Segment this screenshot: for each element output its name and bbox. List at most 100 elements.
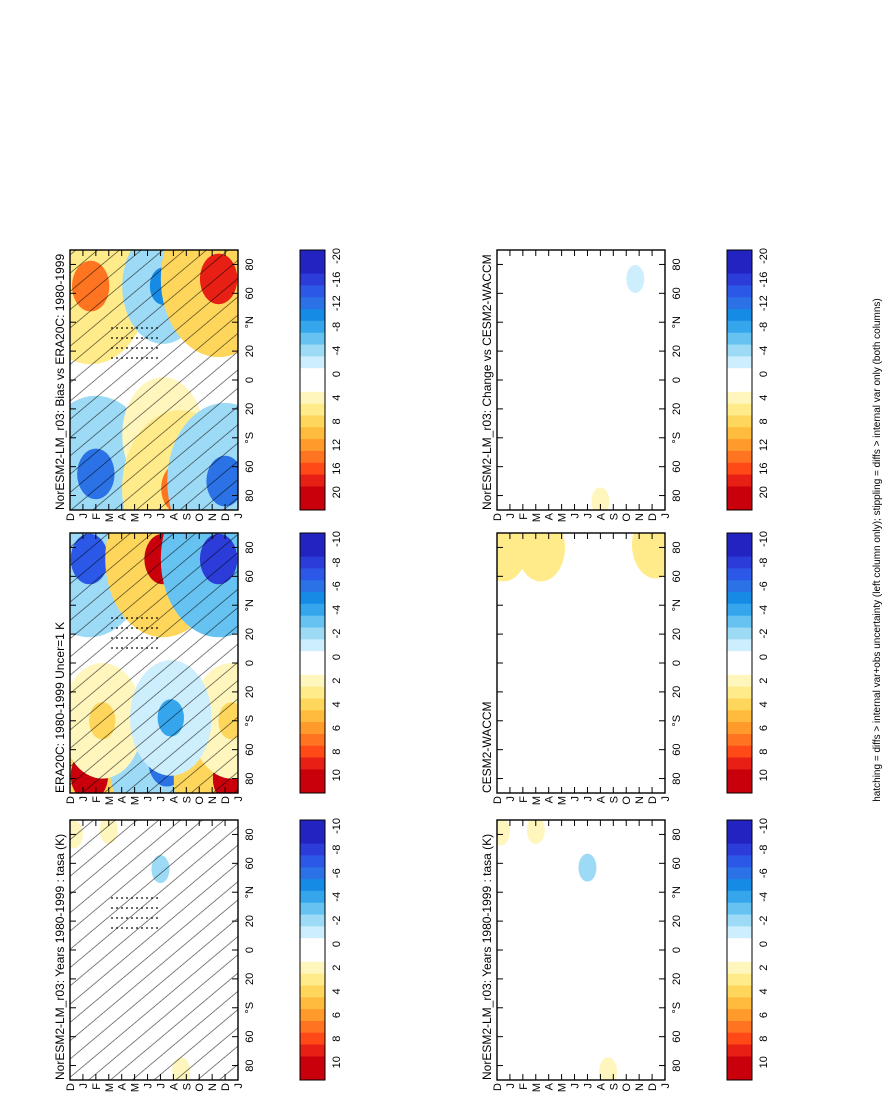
month-tick-label: S xyxy=(608,513,620,520)
colorbar-label: -6 xyxy=(331,581,343,591)
month-tick-label: J xyxy=(155,1083,167,1089)
colorbar-label: 16 xyxy=(758,463,770,475)
colorbar-swatch xyxy=(300,474,325,487)
colorbar-swatch xyxy=(727,745,752,758)
colorbar-swatch xyxy=(727,961,752,974)
colorbar-swatch xyxy=(727,733,752,746)
lat-tick-label: 0 xyxy=(244,377,256,383)
colorbar-label: 10 xyxy=(331,1056,343,1068)
month-tick-label: M xyxy=(557,796,569,805)
colorbar-swatch xyxy=(300,902,325,915)
data-feature-core xyxy=(582,859,593,876)
lat-tick-label: 60 xyxy=(244,1031,256,1043)
colorbar-swatch xyxy=(300,332,325,345)
colorbar-label: -10 xyxy=(758,818,770,834)
colorbar-label: 6 xyxy=(331,725,343,731)
colorbar-swatch xyxy=(727,615,752,628)
lat-tick-label: 60 xyxy=(671,1031,683,1043)
lat-tick-label: 60 xyxy=(671,287,683,299)
colorbar-swatch xyxy=(727,914,752,927)
colorbar-label: 8 xyxy=(758,418,770,424)
month-tick-label: D xyxy=(492,796,504,804)
colorbar-label: 0 xyxy=(758,941,770,947)
colorbar-label: 6 xyxy=(331,1012,343,1018)
colorbar-swatch xyxy=(727,757,752,770)
colorbar-swatch xyxy=(300,438,325,451)
colorbar-label: 8 xyxy=(331,1036,343,1042)
colorbar-frame xyxy=(299,532,326,794)
lat-tick-label: 20 xyxy=(671,686,683,698)
month-tick-label: N xyxy=(207,1083,219,1091)
colorbar-swatch xyxy=(300,757,325,770)
colorbar-swatch xyxy=(300,843,325,856)
colorbar-swatch xyxy=(300,914,325,927)
colorbar-swatch xyxy=(727,391,752,404)
data-feature-core xyxy=(497,823,506,840)
colorbar-swatch xyxy=(300,261,325,274)
colorbar-label: 6 xyxy=(758,725,770,731)
colorbar-swatch xyxy=(300,937,325,950)
colorbar-label: -2 xyxy=(331,629,343,639)
month-tick-label: M xyxy=(130,796,142,805)
colorbar-label: -4 xyxy=(331,605,343,615)
colorbar-swatch xyxy=(727,855,752,868)
colorbar-swatch xyxy=(300,878,325,891)
colorbar-swatch xyxy=(300,674,325,687)
colorbar-swatch xyxy=(300,686,325,699)
month-tick-label: N xyxy=(207,513,219,521)
data-feature-core xyxy=(497,533,517,567)
lat-tick-label: 60 xyxy=(671,744,683,756)
month-tick-label: D xyxy=(647,1083,659,1091)
month-tick-label: A xyxy=(544,795,556,803)
panel-title: ERA20C: 1980-1999 Uncer=1 K xyxy=(53,622,67,793)
month-tick-label: F xyxy=(518,513,530,520)
colorbar-swatch xyxy=(300,556,325,569)
colorbar-swatch xyxy=(300,698,325,711)
colorbar-swatch xyxy=(727,474,752,487)
colorbar-swatch xyxy=(300,831,325,844)
panel-title: NorESM2-LM_r03: Years 1980-1999 : tasa (… xyxy=(480,834,494,1080)
colorbar-swatch xyxy=(727,591,752,604)
colorbar-label: 4 xyxy=(758,701,770,707)
lat-tick-label: 80 xyxy=(671,1059,683,1071)
colorbar-label: -8 xyxy=(758,558,770,568)
colorbar-swatch xyxy=(300,866,325,880)
colorbar-label: 2 xyxy=(331,965,343,971)
colorbar-swatch xyxy=(300,1020,325,1033)
colorbar-label: 0 xyxy=(331,371,343,377)
panel-title: NorESM2-LM_r03: Bias vs ERA20C: 1980-199… xyxy=(53,254,67,510)
lat-tick-label: 20 xyxy=(671,915,683,927)
month-tick-label: M xyxy=(557,1083,569,1092)
colorbar-swatch xyxy=(727,674,752,687)
chart-panel: NorESM2-LM_r03: Years 1980-1999 : tasa (… xyxy=(480,818,770,1092)
colorbar-swatch xyxy=(727,273,752,286)
colorbar-swatch xyxy=(727,878,752,891)
month-tick-label: J xyxy=(505,513,517,519)
month-tick-label: D xyxy=(220,1083,232,1091)
colorbar-label: -6 xyxy=(758,581,770,591)
month-tick-label: F xyxy=(518,796,530,803)
month-tick-label: J xyxy=(582,1083,594,1089)
panel-title: NorESM2-LM_r03: Change vs CESM2-WACCM xyxy=(480,254,494,510)
colorbar-swatch xyxy=(300,415,325,428)
lat-tick-label: 80 xyxy=(244,828,256,840)
colorbar-label: -2 xyxy=(758,916,770,926)
lat-tick-label: 80 xyxy=(244,541,256,553)
month-tick-label: D xyxy=(65,796,77,804)
colorbar-swatch xyxy=(300,890,325,903)
colorbar-swatch xyxy=(727,843,752,856)
colorbar-swatch xyxy=(300,1067,325,1080)
colorbar-swatch xyxy=(300,1008,325,1021)
colorbar-swatch xyxy=(727,709,752,723)
month-tick-label: A xyxy=(544,1082,556,1090)
colorbar-label: -8 xyxy=(331,845,343,855)
lat-tick-label: 80 xyxy=(671,258,683,270)
month-tick-label: A xyxy=(595,795,607,803)
colorbar-swatch xyxy=(727,438,752,451)
month-tick-label: J xyxy=(233,796,245,802)
month-tick-label: J xyxy=(505,796,517,802)
month-tick-label: J xyxy=(570,796,582,802)
colorbar-swatch xyxy=(727,497,752,510)
month-tick-label: S xyxy=(181,513,193,520)
